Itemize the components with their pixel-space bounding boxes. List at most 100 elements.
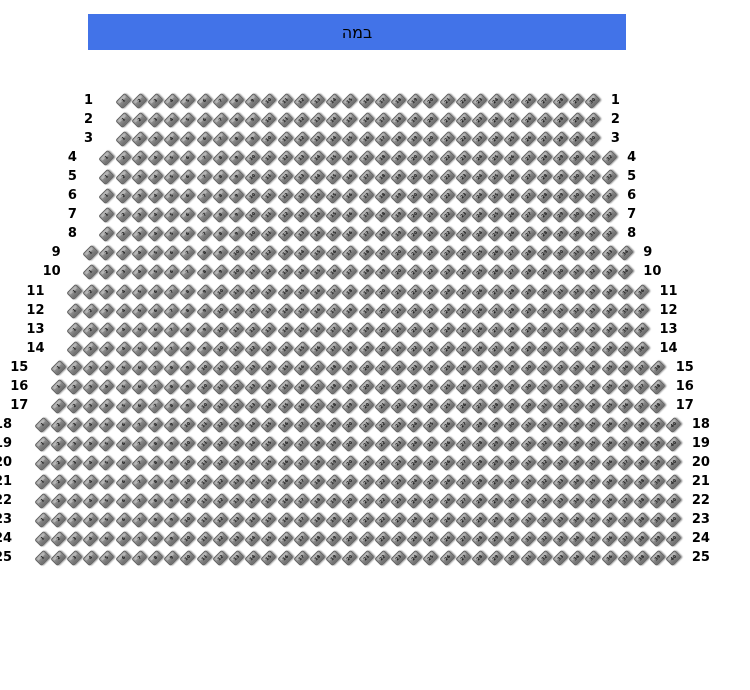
seat[interactable]: 26 bbox=[487, 245, 504, 262]
seat[interactable]: 5 bbox=[98, 454, 116, 472]
seat[interactable]: 34 bbox=[568, 531, 585, 548]
seat[interactable]: 22 bbox=[374, 531, 391, 548]
seat[interactable]: 37 bbox=[617, 531, 634, 548]
seat[interactable]: 27 bbox=[503, 245, 521, 262]
seat[interactable]: 7 bbox=[195, 207, 213, 224]
seat[interactable]: 7 bbox=[163, 340, 180, 357]
seat[interactable]: 31 bbox=[519, 550, 537, 567]
seat[interactable]: 1 bbox=[82, 245, 99, 262]
seat[interactable]: 1 bbox=[98, 150, 116, 167]
seat[interactable]: 1 bbox=[66, 302, 83, 319]
seat[interactable]: 20 bbox=[341, 531, 359, 548]
seat[interactable]: 13 bbox=[244, 359, 261, 376]
seat[interactable]: 17 bbox=[357, 150, 375, 167]
seat[interactable]: 11 bbox=[260, 226, 278, 243]
seat[interactable]: 8 bbox=[147, 511, 164, 529]
seat[interactable]: 40 bbox=[665, 416, 683, 433]
seat[interactable]: 30 bbox=[536, 302, 553, 319]
seat[interactable]: 37 bbox=[633, 359, 650, 376]
seat[interactable]: 16 bbox=[293, 397, 310, 414]
seat[interactable]: 8 bbox=[212, 207, 229, 224]
seat[interactable]: 32 bbox=[536, 473, 553, 491]
seat[interactable]: 34 bbox=[568, 511, 585, 529]
seat[interactable]: 20 bbox=[406, 226, 423, 243]
seat[interactable]: 21 bbox=[357, 416, 375, 433]
seat[interactable]: 7 bbox=[147, 378, 164, 395]
seat[interactable]: 1 bbox=[50, 359, 67, 376]
seat[interactable]: 17 bbox=[293, 531, 310, 548]
seat[interactable]: 12 bbox=[212, 473, 229, 491]
seat[interactable]: 27 bbox=[455, 435, 472, 453]
seat[interactable]: 15 bbox=[276, 378, 294, 395]
seat[interactable]: 15 bbox=[276, 359, 294, 376]
seat[interactable]: 40 bbox=[665, 492, 683, 510]
seat[interactable]: 38 bbox=[633, 435, 650, 453]
seat[interactable]: 27 bbox=[519, 207, 537, 224]
seat[interactable]: 19 bbox=[374, 245, 391, 262]
seat[interactable]: 36 bbox=[600, 454, 618, 472]
seat[interactable]: 25 bbox=[471, 264, 488, 281]
seat[interactable]: 24 bbox=[438, 340, 456, 357]
seat[interactable]: 16 bbox=[309, 321, 326, 338]
seat[interactable]: 11 bbox=[276, 92, 294, 110]
seat[interactable]: 2 bbox=[114, 226, 132, 243]
seat[interactable]: 19 bbox=[357, 302, 375, 319]
seat[interactable]: 25 bbox=[503, 130, 521, 148]
seat[interactable]: 36 bbox=[617, 378, 634, 395]
seat[interactable]: 6 bbox=[131, 397, 148, 414]
seat[interactable]: 38 bbox=[633, 550, 650, 567]
seat[interactable]: 9 bbox=[163, 416, 180, 433]
seat[interactable]: 10 bbox=[179, 550, 197, 567]
seat[interactable]: 21 bbox=[390, 302, 407, 319]
seat[interactable]: 32 bbox=[568, 321, 585, 338]
seat[interactable]: 39 bbox=[649, 435, 666, 453]
seat[interactable]: 8 bbox=[147, 454, 164, 472]
seat[interactable]: 6 bbox=[131, 378, 148, 395]
seat[interactable]: 19 bbox=[341, 397, 359, 414]
seat[interactable]: 40 bbox=[665, 473, 683, 491]
seat[interactable]: 22 bbox=[374, 416, 391, 433]
seat[interactable]: 21 bbox=[438, 130, 456, 148]
seat[interactable]: 19 bbox=[357, 283, 375, 300]
seat[interactable]: 8 bbox=[195, 245, 213, 262]
seat[interactable]: 4 bbox=[82, 550, 99, 567]
seat[interactable]: 3 bbox=[131, 169, 148, 186]
seat[interactable]: 33 bbox=[552, 473, 569, 491]
seat[interactable]: 9 bbox=[244, 130, 261, 148]
seat[interactable]: 13 bbox=[293, 226, 310, 243]
seat[interactable]: 9 bbox=[195, 302, 213, 319]
seat[interactable]: 28 bbox=[487, 378, 504, 395]
seat[interactable]: 33 bbox=[600, 245, 618, 262]
seat[interactable]: 1 bbox=[33, 416, 51, 433]
seat[interactable]: 11 bbox=[212, 378, 229, 395]
seat[interactable]: 22 bbox=[374, 473, 391, 491]
seat[interactable]: 6 bbox=[131, 359, 148, 376]
seat[interactable]: 9 bbox=[244, 111, 261, 129]
seat[interactable]: 13 bbox=[244, 378, 261, 395]
seat[interactable]: 7 bbox=[195, 169, 213, 186]
seat[interactable]: 28 bbox=[471, 435, 488, 453]
seat[interactable]: 25 bbox=[438, 359, 456, 376]
seat[interactable]: 29 bbox=[552, 150, 569, 167]
seat[interactable]: 26 bbox=[503, 188, 521, 205]
seat[interactable]: 11 bbox=[212, 397, 229, 414]
seat[interactable]: 10 bbox=[212, 302, 229, 319]
seat[interactable]: 24 bbox=[406, 435, 423, 453]
seat[interactable]: 24 bbox=[471, 226, 488, 243]
seat[interactable]: 8 bbox=[228, 111, 245, 129]
seat[interactable]: 11 bbox=[228, 302, 245, 319]
seat[interactable]: 32 bbox=[552, 378, 569, 395]
seat[interactable]: 22 bbox=[390, 397, 407, 414]
seat[interactable]: 38 bbox=[649, 359, 666, 376]
seat[interactable]: 25 bbox=[422, 435, 440, 453]
seat[interactable]: 4 bbox=[114, 321, 132, 338]
seat[interactable]: 25 bbox=[422, 531, 440, 548]
seat[interactable]: 23 bbox=[455, 207, 472, 224]
seat[interactable]: 7 bbox=[163, 321, 180, 338]
seat[interactable]: 8 bbox=[212, 226, 229, 243]
seat[interactable]: 5 bbox=[98, 492, 116, 510]
seat[interactable]: 30 bbox=[568, 207, 585, 224]
seat[interactable]: 26 bbox=[471, 340, 488, 357]
seat[interactable]: 16 bbox=[341, 150, 359, 167]
seat[interactable]: 9 bbox=[228, 188, 245, 205]
